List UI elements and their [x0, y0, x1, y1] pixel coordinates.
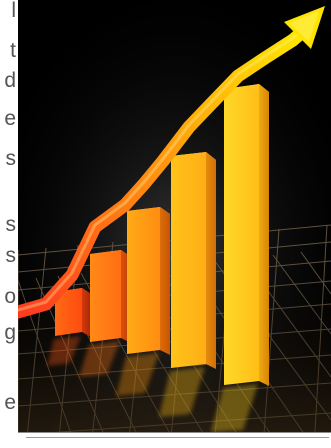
bar-4	[171, 152, 216, 369]
text-line-6: s	[5, 213, 17, 236]
text-column: l t d e s s s o g e	[0, 0, 18, 448]
text-line-10: e	[4, 391, 16, 414]
image-bottom-frame	[18, 432, 331, 448]
text-line-7: s	[5, 244, 17, 267]
frame-divider	[26, 437, 329, 438]
bar-3	[127, 207, 170, 355]
bar-2	[90, 250, 131, 343]
growth-arrow	[18, 6, 325, 319]
bar-5	[224, 84, 269, 386]
text-line-4: e	[4, 107, 16, 130]
bar-reflections	[47, 336, 258, 432]
growth-chart-svg	[18, 0, 331, 448]
text-line-1: l	[11, 0, 16, 22]
text-line-3: d	[4, 69, 16, 92]
text-line-2: t	[10, 39, 16, 62]
text-line-9: g	[4, 321, 16, 344]
text-line-5: s	[5, 147, 17, 170]
text-line-8: o	[4, 285, 16, 308]
growth-chart-illustration	[18, 0, 331, 448]
bar-1	[55, 288, 91, 337]
